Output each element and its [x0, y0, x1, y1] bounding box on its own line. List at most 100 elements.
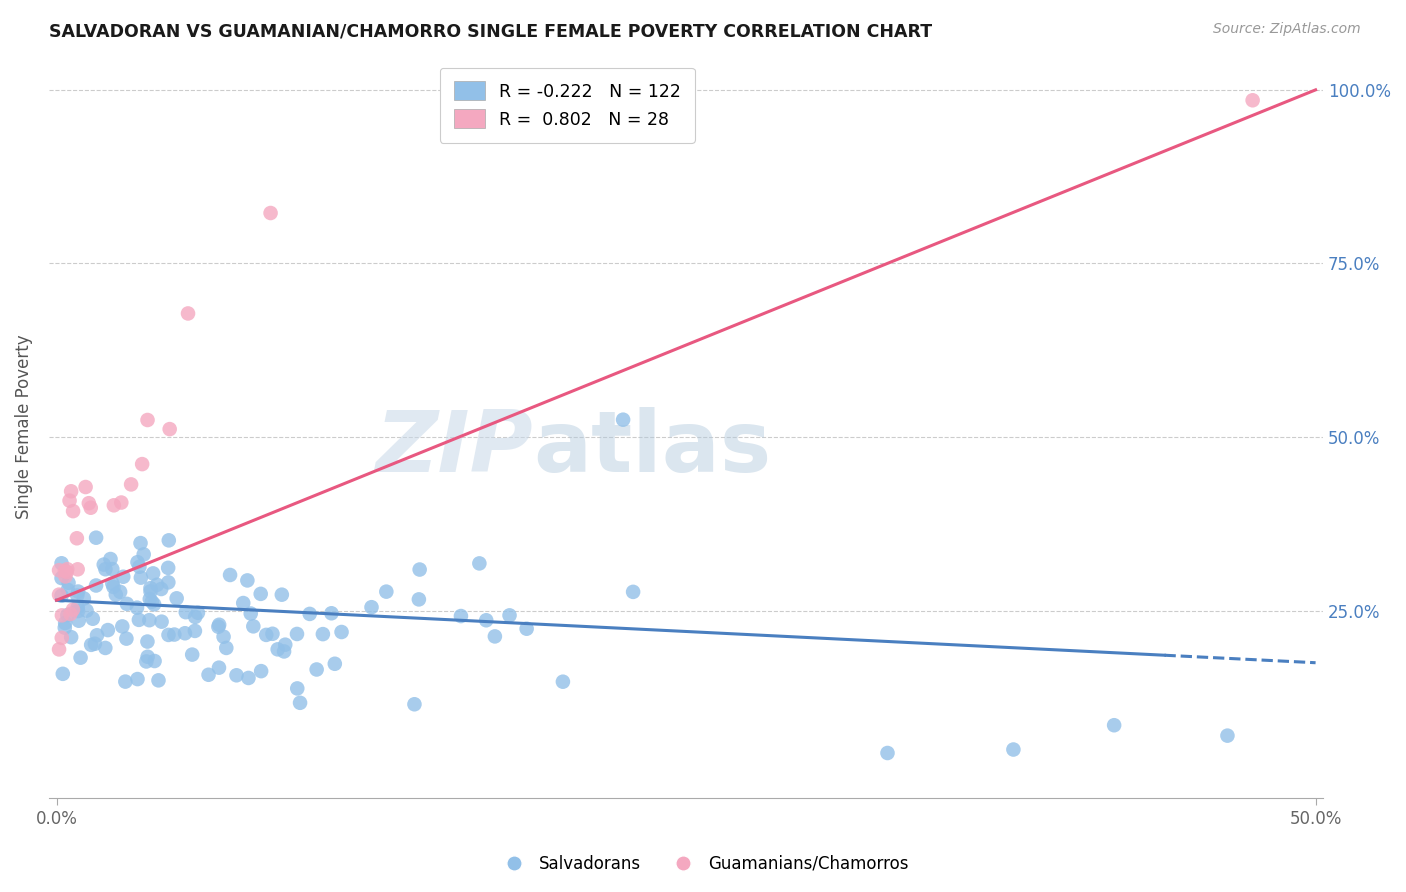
Point [197, 667, 219, 681]
Point [142, 566, 165, 581]
Point [66, 562, 89, 576]
Point [69, 650, 91, 665]
Point [127, 672, 149, 686]
Point [48, 563, 70, 577]
Point [157, 561, 180, 575]
Point [101, 576, 124, 591]
Point [166, 591, 188, 606]
Point [51, 571, 73, 585]
Point [86, 628, 108, 642]
Point [56, 562, 79, 576]
Point [120, 477, 142, 491]
Point [136, 634, 159, 648]
Point [135, 655, 157, 669]
Point [1102, 718, 1125, 732]
Point [181, 648, 204, 662]
Point [360, 600, 382, 615]
Point [1241, 93, 1264, 107]
Point [139, 592, 162, 607]
Point [273, 644, 295, 658]
Point [239, 607, 262, 621]
Point [225, 668, 247, 682]
Point [100, 552, 122, 566]
Point [60, 630, 83, 644]
Point [52, 666, 75, 681]
Point [75, 480, 97, 494]
Point [56, 608, 79, 623]
Point [62, 504, 84, 518]
Point [232, 596, 254, 610]
Point [1002, 742, 1025, 756]
Point [48, 642, 70, 657]
Point [254, 628, 277, 642]
Point [114, 674, 136, 689]
Point [249, 587, 271, 601]
Point [108, 584, 131, 599]
Point [143, 654, 166, 668]
Point [408, 592, 430, 607]
Point [82, 612, 104, 626]
Point [207, 620, 229, 634]
Point [51, 556, 73, 570]
Point [305, 663, 328, 677]
Point [103, 499, 125, 513]
Point [66, 604, 89, 618]
Text: ZIP: ZIP [375, 408, 533, 491]
Point [498, 608, 520, 623]
Point [150, 582, 173, 596]
Point [66, 600, 89, 615]
Point [67, 584, 90, 599]
Point [84, 578, 107, 592]
Point [208, 617, 231, 632]
Point [612, 413, 634, 427]
Point [184, 610, 207, 624]
Point [285, 681, 308, 696]
Point [262, 627, 284, 641]
Point [157, 575, 180, 590]
Point [94, 562, 117, 576]
Point [139, 584, 162, 599]
Point [330, 625, 353, 640]
Point [94, 640, 117, 655]
Point [115, 597, 138, 611]
Point [238, 671, 260, 685]
Point [259, 206, 281, 220]
Point [136, 649, 159, 664]
Point [323, 657, 346, 671]
Point [141, 595, 163, 609]
Point [242, 619, 264, 633]
Point [110, 495, 132, 509]
Point [236, 574, 259, 588]
Point [159, 422, 181, 436]
Y-axis label: Single Female Poverty: Single Female Poverty [15, 334, 32, 519]
Point [146, 578, 169, 592]
Point [77, 496, 100, 510]
Point [115, 632, 138, 646]
Point [375, 584, 398, 599]
Point [84, 531, 107, 545]
Point [174, 605, 197, 619]
Point [58, 575, 80, 590]
Point [484, 629, 506, 643]
Point [321, 607, 343, 621]
Point [621, 585, 644, 599]
Point [53, 615, 76, 630]
Point [187, 606, 209, 620]
Point [184, 624, 207, 638]
Point [51, 631, 73, 645]
Point [250, 664, 273, 678]
Point [551, 674, 574, 689]
Point [128, 613, 150, 627]
Point [267, 642, 290, 657]
Point [60, 484, 83, 499]
Point [51, 608, 73, 623]
Point [150, 615, 173, 629]
Point [876, 746, 898, 760]
Point [48, 588, 70, 602]
Point [104, 588, 127, 602]
Point [56, 582, 79, 597]
Point [66, 531, 89, 545]
Point [129, 536, 152, 550]
Point [516, 622, 538, 636]
Point [59, 607, 82, 621]
